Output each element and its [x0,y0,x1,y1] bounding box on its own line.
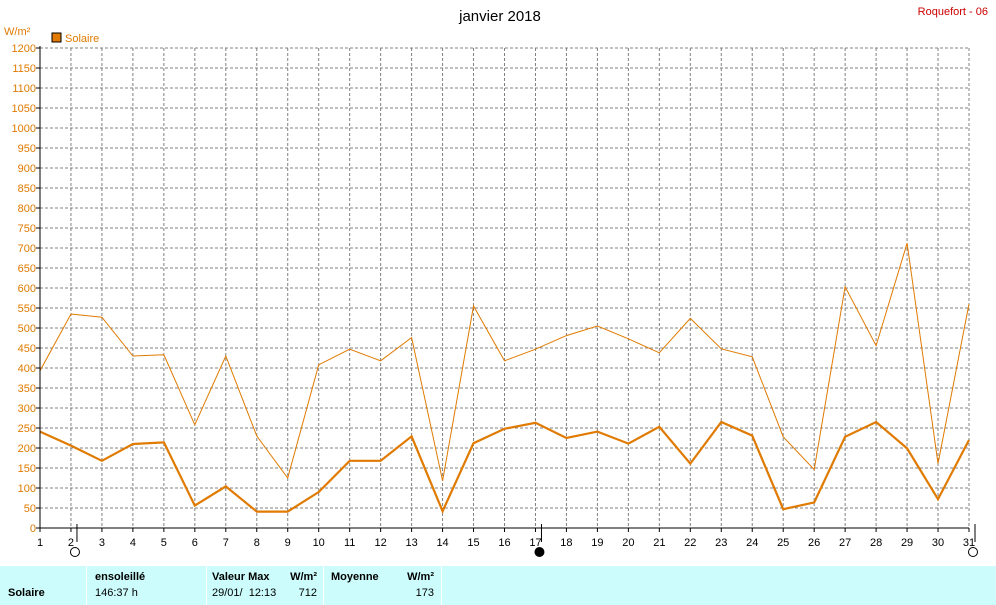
y-tick-label: 550 [18,303,36,315]
chart-title: janvier 2018 [458,8,541,25]
x-tick-label: 25 [777,537,789,549]
y-tick-label: 300 [18,403,36,415]
x-tick-label: 21 [653,537,665,549]
y-tick-label: 1100 [12,83,36,95]
x-tick-label: 27 [839,537,851,549]
station-name: Roquefort - 06 [918,6,988,18]
x-tick-label: 12 [375,537,387,549]
x-tick-label: 2 [68,537,74,549]
max-date: 29/01/ 12:13 [212,587,277,599]
x-tick-label: 29 [901,537,913,549]
y-tick-label: 950 [18,143,36,155]
y-tick-label: 200 [18,443,36,455]
y-tick-label: 600 [18,283,36,295]
y-tick-label: 250 [18,423,36,435]
max-unit: W/m² [290,571,317,583]
y-tick-label: 450 [18,343,36,355]
y-tick-label: 900 [18,163,36,175]
x-tick-label: 6 [192,537,198,549]
x-tick-label: 26 [808,537,820,549]
legend-swatch [51,32,62,43]
x-tick-label: 20 [622,537,634,549]
full-moon-icon [69,547,80,557]
x-tick-label: 15 [467,537,479,549]
max-value: 712 [298,587,317,599]
y-tick-label: 50 [24,503,36,515]
x-tick-label: 22 [684,537,696,549]
sunshine-header: ensoleillé [95,571,146,583]
x-tick-label: 16 [498,537,510,549]
series-line-max [39,243,970,481]
series-line-mean [39,420,970,514]
y-tick-label: 1150 [12,63,36,75]
y-tick-label: 850 [18,183,36,195]
x-tick-label: 9 [285,537,291,549]
x-tick-label: 30 [932,537,944,549]
x-tick-label: 10 [313,537,325,549]
x-tick-label: 1 [37,537,43,549]
y-tick-label: 350 [18,383,36,395]
x-tick-label: 5 [161,537,167,549]
x-tick-label: 8 [254,537,260,549]
y-tick-label: 100 [18,483,36,495]
legend-label: Solaire [65,33,99,45]
y-axis-unit: W/m² [4,26,31,38]
summary-bar: Solaire ensoleillé 146:37 h Valeur Max W… [0,566,996,605]
y-tick-label: 500 [18,323,36,335]
y-tick-label: 1050 [12,103,36,115]
x-tick-label: 28 [870,537,882,549]
x-tick-label: 7 [223,537,229,549]
x-tick-label: 19 [591,537,603,549]
y-tick-label: 750 [18,223,36,235]
x-tick-label: 4 [130,537,136,549]
mean-header: Moyenne [331,571,379,583]
x-tick-label: 24 [746,537,758,549]
new-moon-icon [534,547,545,557]
mean-unit: W/m² [407,571,434,583]
max-header: Valeur Max [212,571,270,583]
summary-row-label: Solaire [8,587,45,599]
x-tick-label: 14 [436,537,448,549]
full-moon-icon [968,547,978,557]
x-tick-label: 3 [99,537,105,549]
y-tick-label: 1200 [12,43,36,55]
x-tick-label: 31 [963,537,975,549]
mean-value: 173 [415,587,434,599]
sunshine-value: 146:37 h [95,587,138,599]
x-tick-label: 13 [405,537,417,549]
y-tick-label: 700 [18,243,36,255]
y-tick-label: 800 [18,203,36,215]
x-tick-label: 17 [529,537,541,549]
x-tick-label: 11 [344,537,355,549]
y-tick-label: 0 [30,523,36,535]
y-tick-label: 650 [18,263,36,275]
chart: janvier 2018 Roquefort - 06 W/m² Solaire… [4,6,988,557]
x-tick-label: 23 [715,537,727,549]
x-tick-label: 18 [560,537,572,549]
y-tick-label: 400 [18,363,36,375]
y-tick-label: 150 [18,463,36,475]
y-tick-label: 1000 [12,123,36,135]
